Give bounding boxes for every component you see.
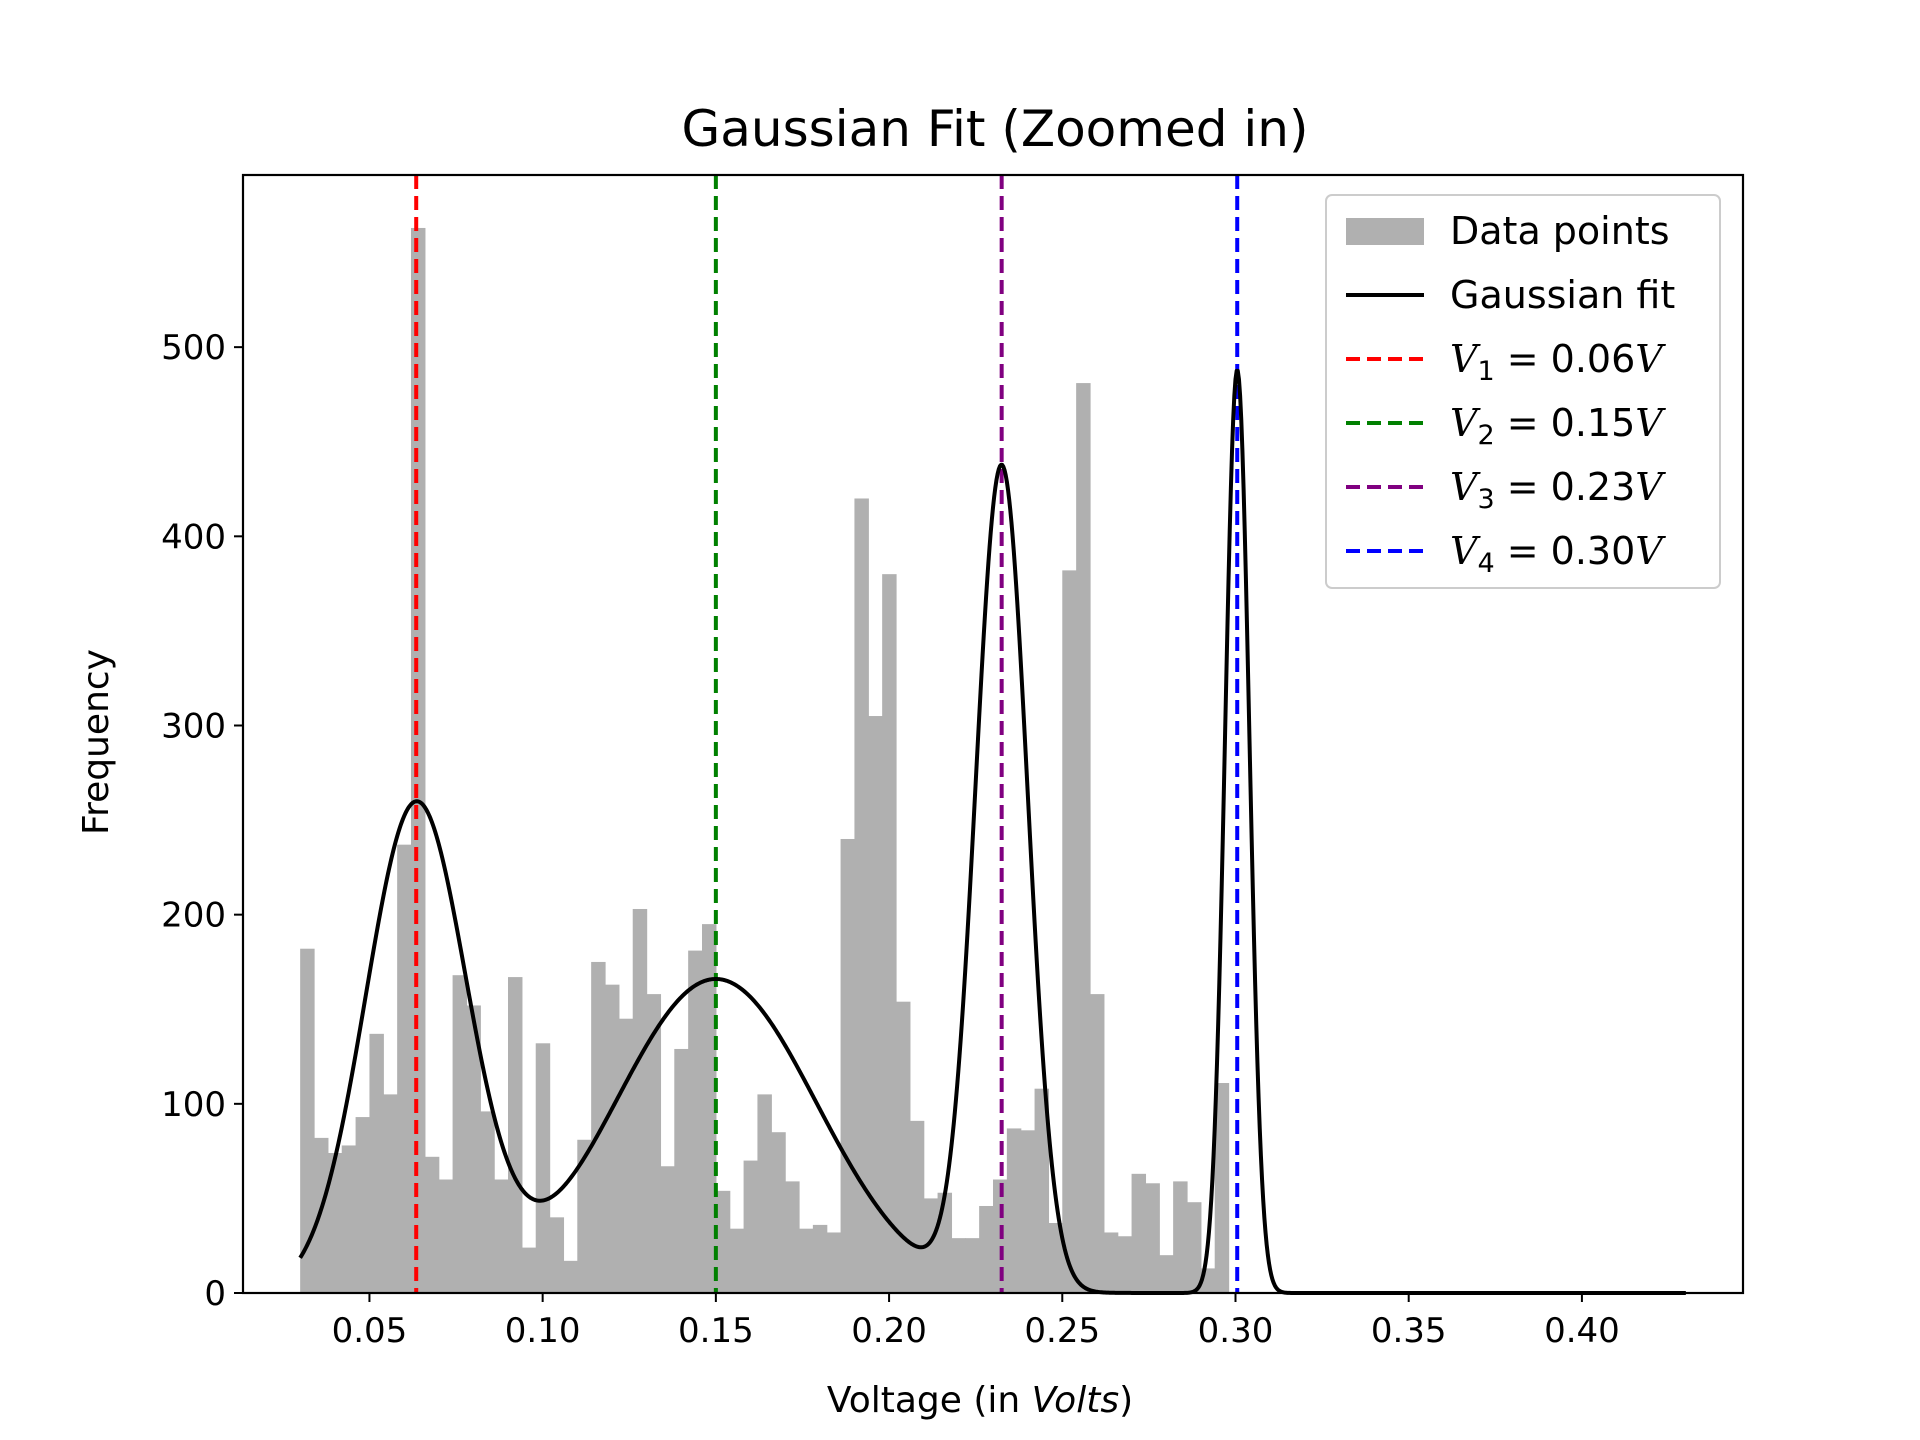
legend-label-data-points: Data points: [1450, 209, 1670, 253]
histogram-bar: [397, 844, 412, 1293]
legend-label-gaussian-fit: Gaussian fit: [1450, 273, 1675, 317]
histogram-bar: [563, 1260, 578, 1293]
histogram-bar: [1006, 1128, 1022, 1293]
histogram-bar: [923, 1198, 939, 1293]
histogram-bar: [1117, 1236, 1133, 1293]
histogram-bar: [1048, 1223, 1063, 1293]
y-tick-label: 200: [161, 896, 226, 936]
x-tick-label: 0.10: [505, 1311, 581, 1351]
histogram-bar: [300, 948, 315, 1293]
histogram-bar: [909, 1120, 925, 1293]
histogram-bar: [674, 1048, 689, 1293]
histogram-bar: [812, 1224, 828, 1293]
histogram-bar: [424, 1156, 440, 1293]
histogram-bar: [854, 498, 869, 1293]
x-tick-label: 0.35: [1371, 1311, 1447, 1351]
histogram-bar: [605, 984, 620, 1293]
legend-label-voltage-marker: V2 = 0.15V: [1450, 401, 1666, 451]
histogram-bar: [702, 924, 717, 1293]
histogram-bar: [757, 1094, 772, 1293]
histogram-bar: [729, 1228, 745, 1293]
legend-label-voltage-marker: V1 = 0.06V: [1450, 337, 1666, 387]
histogram-bar: [355, 1117, 371, 1293]
histogram-bar: [1062, 570, 1077, 1293]
histogram-bar: [341, 1145, 357, 1293]
histogram-bar: [1159, 1255, 1174, 1293]
histogram-bar: [1173, 1181, 1188, 1293]
histogram-bar: [771, 1132, 786, 1293]
voltage-markers: [414, 175, 1240, 1293]
legend: Data points Gaussian fit V1 = 0.06V V2 = 0.…: [1325, 194, 1721, 589]
histogram-bar: [965, 1238, 980, 1293]
legend-box: [1325, 194, 1721, 589]
histogram-bar: [327, 1153, 343, 1293]
histogram-bar: [1214, 1083, 1230, 1293]
y-tick-label: 100: [161, 1085, 226, 1125]
histogram-bar: [660, 1166, 675, 1293]
x-tick-label: 0.25: [1024, 1311, 1100, 1351]
histogram-bar: [383, 1094, 398, 1293]
histogram-bar: [411, 227, 426, 1293]
histogram-bar: [1034, 1088, 1050, 1293]
histogram-bar: [882, 574, 897, 1293]
x-tick-label: 0.30: [1198, 1311, 1274, 1351]
y-tick-label: 500: [161, 328, 226, 368]
histogram-bar: [937, 1192, 953, 1293]
x-tick-label: 0.40: [1544, 1311, 1620, 1351]
histogram-bar: [632, 908, 648, 1293]
legend-swatch-data-points: [1346, 218, 1424, 245]
chart-title: Gaussian Fit (Zoomed in): [682, 100, 1309, 158]
plot-frame: [241, 173, 1745, 1295]
x-axis-label: Voltage (in Volts): [827, 1380, 1133, 1421]
histogram-bar: [1089, 994, 1105, 1293]
histogram-bar: [1186, 1202, 1202, 1293]
y-axis-label: Frequency: [76, 649, 117, 835]
histogram-bar: [1131, 1173, 1147, 1293]
histogram-bar: [785, 1181, 800, 1293]
histogram-bar: [480, 1111, 495, 1293]
histogram-bar: [618, 1018, 634, 1293]
histogram-bar: [466, 1005, 481, 1293]
histogram-bar: [577, 1139, 592, 1293]
x-tick-label: 0.20: [851, 1311, 927, 1351]
histogram-bar: [438, 1179, 454, 1293]
y-axis: 0 100 200 300 400 500: [161, 328, 243, 1314]
histogram-bar: [826, 1232, 842, 1293]
histogram-bar: [549, 1217, 565, 1293]
histogram-bar: [840, 838, 856, 1293]
y-tick-label: 300: [161, 706, 226, 746]
histogram-bars: [300, 227, 1230, 1293]
plot-area: [241, 173, 1745, 1295]
legend-label-voltage-marker: V3 = 0.23V: [1450, 465, 1666, 515]
histogram-bar: [646, 994, 662, 1293]
histogram-bar: [951, 1238, 966, 1293]
y-tick-label: 0: [204, 1274, 226, 1314]
histogram-bar: [799, 1228, 814, 1293]
histogram-bar: [494, 1179, 509, 1293]
histogram-bar: [868, 716, 883, 1293]
histogram-bar: [1076, 383, 1091, 1293]
histogram-bar: [508, 977, 523, 1293]
x-tick-label: 0.15: [678, 1311, 754, 1351]
histogram-bar: [896, 1001, 911, 1293]
histogram-bar: [591, 961, 606, 1293]
x-tick-label: 0.05: [332, 1311, 408, 1351]
histogram-bar: [743, 1160, 759, 1293]
histogram-bar: [452, 975, 468, 1293]
histogram-bar: [535, 1043, 551, 1293]
histogram-bar: [369, 1033, 384, 1293]
histogram-bar: [1145, 1183, 1160, 1293]
x-axis: 0.05 0.10 0.15 0.20 0.25 0.30 0.35 0.40: [332, 1293, 1620, 1351]
histogram-bar: [979, 1205, 994, 1293]
legend-label-voltage-marker: V4 = 0.30V: [1450, 529, 1666, 579]
histogram-bar: [521, 1247, 537, 1293]
histogram-bar: [715, 1190, 731, 1293]
histogram-bar: [1020, 1130, 1036, 1293]
histogram-bar: [688, 950, 703, 1293]
histogram-bar: [1103, 1232, 1119, 1293]
y-tick-label: 400: [161, 517, 226, 557]
